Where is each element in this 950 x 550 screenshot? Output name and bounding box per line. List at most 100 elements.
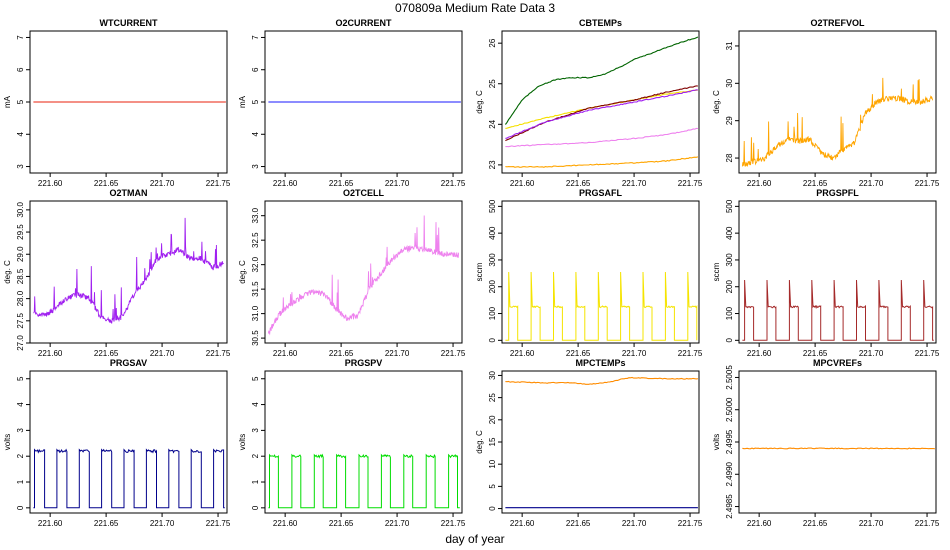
figure-x-label: day of year [445, 532, 504, 546]
plot-frame [738, 370, 937, 514]
y-tick-label: 28.5 [16, 268, 25, 284]
series-line-orange [505, 376, 698, 385]
y-tick-label: 29 [725, 116, 734, 125]
y-tick-label: 28 [725, 153, 734, 162]
x-tick-label: 221.75 [678, 179, 703, 188]
plot-frame [501, 30, 700, 174]
y-tick-label: 29.5 [16, 224, 25, 240]
x-tick-label: 221.70 [622, 349, 647, 358]
x-tick-label: 221.75 [678, 349, 703, 358]
y-tick-label: 4 [251, 402, 260, 407]
y-tick-label: 5 [16, 376, 25, 381]
y-axis-label: deg. C [712, 90, 721, 114]
panel-title: O2TREFVOL [810, 18, 865, 28]
series-group [742, 279, 934, 341]
panel-o2trefvol: O2TREFVOL 221.60 221.65 221.70 221.75 28 29 30 3… [712, 18, 940, 188]
y-axis-label: volts [712, 434, 721, 450]
plot-frame [29, 370, 228, 514]
panel-title: MPCTEMPs [575, 358, 625, 368]
panel-title: PRGSPV [345, 358, 383, 368]
panel-o2tcell: O2TCELL 221.60 221.65 221.70 221.75 30.5 31.0 3… [238, 188, 466, 358]
y-tick-label: 0 [488, 338, 497, 343]
x-tick-label: 221.65 [329, 519, 354, 528]
x-tick-label: 221.60 [38, 519, 63, 528]
y-tick-label: 500 [488, 199, 497, 213]
y-tick-label: 4 [16, 131, 25, 136]
x-tick-label: 221.60 [510, 179, 535, 188]
x-tick-label: 221.60 [38, 349, 63, 358]
x-tick-label: 221.60 [273, 179, 298, 188]
y-tick-label: 2.4985 [725, 494, 734, 519]
panel-prgsafl: PRGSAFL 221.60 221.65 221.70 221.75 0 100 200 30… [475, 188, 703, 358]
y-tick-label: 0 [488, 506, 497, 511]
x-tick-label: 221.75 [206, 179, 231, 188]
y-tick-label: 30 [725, 78, 734, 87]
y-axis-label: sccm [475, 262, 484, 281]
y-tick-label: 27.5 [16, 312, 25, 328]
y-tick-label: 400 [488, 226, 497, 240]
x-tick-label: 221.65 [94, 179, 119, 188]
x-tick-label: 221.70 [859, 349, 884, 358]
x-tick-label: 221.70 [385, 179, 410, 188]
y-axis-label: mA [238, 95, 247, 108]
y-tick-label: 200 [725, 280, 734, 294]
x-tick-label: 221.65 [803, 179, 828, 188]
panel-wtcurrent: WTCURRENT 221.60 221.65 221.70 221.75 3 4 5 6 7 mA [3, 18, 231, 188]
y-tick-label: 3 [16, 428, 25, 433]
x-tick-label: 221.70 [150, 179, 175, 188]
series-line-o2tman [33, 217, 224, 324]
x-tick-label: 221.65 [566, 179, 591, 188]
y-tick-label: 20 [488, 415, 497, 424]
y-tick-label: 5 [251, 99, 260, 104]
y-tick-label: 2.4990 [725, 461, 734, 486]
x-tick-label: 221.65 [94, 519, 119, 528]
y-tick-label: 2 [16, 453, 25, 458]
x-tick-label: 221.75 [441, 179, 466, 188]
x-tick-label: 221.65 [803, 519, 828, 528]
y-tick-label: 0 [251, 505, 260, 510]
panel-title: MPCVREFs [813, 358, 862, 368]
x-tick-label: 221.60 [273, 519, 298, 528]
y-tick-label: 26 [488, 38, 497, 47]
x-tick-label: 221.65 [329, 179, 354, 188]
x-tick-label: 221.60 [747, 179, 772, 188]
x-tick-label: 221.75 [678, 519, 703, 528]
x-tick-label: 221.75 [441, 519, 466, 528]
series-line-prgspfl [742, 279, 934, 341]
y-axis-label: deg. C [475, 90, 484, 114]
x-tick-label: 221.75 [441, 349, 466, 358]
y-tick-label: 5 [16, 99, 25, 104]
panel-title: WTCURRENT [100, 18, 158, 28]
y-tick-label: 7 [251, 35, 260, 40]
x-tick-label: 221.75 [915, 349, 940, 358]
y-tick-label: 200 [488, 280, 497, 294]
x-tick-label: 221.70 [622, 179, 647, 188]
panel-title: CBTEMPs [579, 18, 622, 28]
y-axis-label: mA [3, 95, 12, 108]
x-tick-label: 221.60 [747, 349, 772, 358]
series-line-o2trefvol [741, 77, 934, 167]
figure-title: 070809a Medium Rate Data 3 [395, 1, 555, 15]
y-tick-label: 4 [16, 402, 25, 407]
series-group [741, 77, 934, 167]
y-axis-label: deg. C [238, 260, 247, 284]
y-tick-label: 3 [251, 428, 260, 433]
x-tick-label: 221.70 [385, 519, 410, 528]
x-tick-label: 221.60 [747, 519, 772, 528]
y-tick-label: 28.0 [16, 290, 25, 306]
y-tick-label: 32.5 [251, 232, 260, 248]
panel-o2current: O2CURRENT 221.60 221.65 221.70 221.75 3 4 5 6 7 mA [238, 18, 466, 188]
x-tick-label: 221.60 [273, 349, 298, 358]
y-tick-label: 6 [251, 67, 260, 72]
panel-o2tman: O2TMAN 221.60 221.65 221.70 221.75 27.0 27.5 28… [3, 188, 231, 358]
x-tick-label: 221.70 [859, 179, 884, 188]
y-tick-label: 300 [725, 253, 734, 267]
panel-mpcvrefs: MPCVREFs 221.60 221.65 221.70 221.75 2.4985 2.… [712, 358, 940, 528]
series-line-orange [505, 156, 699, 168]
y-axis-label: sccm [712, 262, 721, 281]
plot-frame [264, 370, 463, 514]
y-tick-label: 400 [725, 226, 734, 240]
chart-panels: WTCURRENT 221.60 221.65 221.70 221.75 3 4 5 6 7 mA… [3, 18, 940, 528]
x-tick-label: 221.60 [38, 179, 63, 188]
